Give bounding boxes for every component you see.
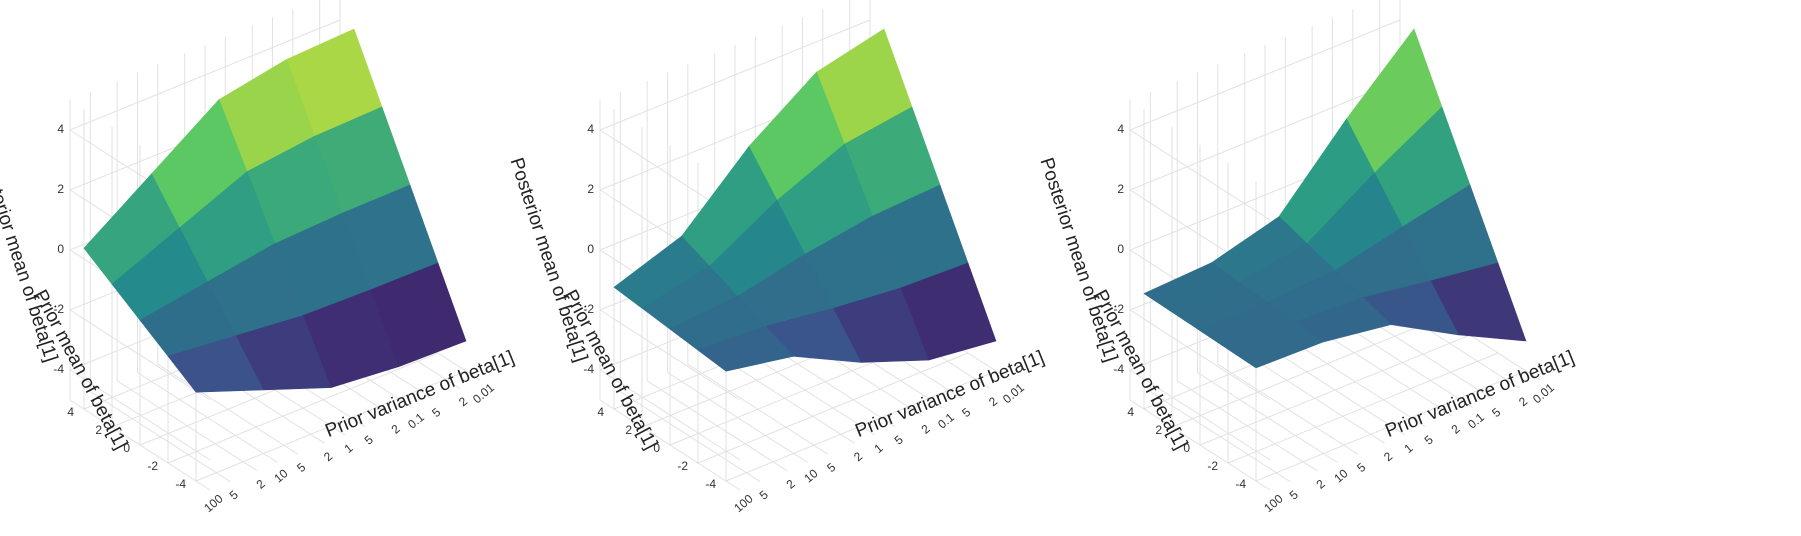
y-tick-label: 4 — [597, 405, 604, 419]
x-tick-label: 2 — [1381, 449, 1395, 464]
y-tick-label: -4 — [175, 477, 186, 491]
y-axis-title: Prior mean of beta[1] — [30, 287, 132, 454]
surface-chart: 0.01250.1251251025100-4-2024-4-2024Poste… — [506, 0, 1047, 515]
x-tick-label: 5 — [892, 432, 906, 447]
y-tick-label: 0 — [123, 441, 130, 455]
x-tick-label: 0.1 — [1465, 410, 1487, 432]
x-tick-label: 2 — [1314, 476, 1328, 491]
z-tick-label: 0 — [587, 242, 594, 256]
grid-line — [1227, 352, 1499, 464]
z-tick-label: 2 — [1117, 182, 1124, 196]
z-tick-label: -2 — [1113, 302, 1124, 316]
y-tick-label: 0 — [653, 441, 660, 455]
x-tick-label: 2 — [456, 394, 470, 409]
x-tick-label: 2 — [1449, 421, 1463, 436]
grid-line — [599, 19, 871, 131]
y-tick-label: 2 — [1155, 423, 1162, 437]
y-tick-label: -4 — [705, 477, 716, 491]
x-tick-label: 0.01 — [1000, 380, 1027, 406]
x-tick-label: 2 — [919, 421, 933, 436]
grid-line — [1129, 19, 1401, 131]
grid-line — [195, 370, 467, 482]
grid-line — [167, 352, 439, 464]
grid-line — [1129, 79, 1401, 191]
x-tick-label: 10 — [271, 466, 290, 486]
surface-patch — [167, 335, 264, 393]
x-tick-label: 2 — [254, 476, 268, 491]
z-tick-label: 0 — [1117, 242, 1124, 256]
y-tick-label: 0 — [1183, 441, 1190, 455]
x-tick-label: 5 — [1354, 460, 1368, 475]
x-tick-label: 2 — [1516, 394, 1530, 409]
y-tick-label: -2 — [1207, 459, 1218, 473]
x-tick-label: 1 — [1401, 441, 1415, 456]
z-tick-label: 4 — [57, 122, 64, 136]
grid-line — [599, 309, 741, 401]
y-tick-label: 2 — [625, 423, 632, 437]
y-tick-label: 2 — [95, 423, 102, 437]
grid-line — [1129, 129, 1271, 221]
x-tick-label: 0.01 — [470, 380, 497, 406]
x-tick-label: 5 — [959, 405, 973, 420]
z-axis-title: Posterior mean of beta[1] — [1036, 155, 1122, 364]
grid-line — [697, 352, 969, 464]
x-tick-label: 100 — [1261, 491, 1286, 515]
grid-line — [69, 369, 211, 461]
z-tick-label: -4 — [53, 362, 64, 376]
grid-line — [1171, 316, 1443, 428]
grid-line — [725, 370, 997, 482]
y-tick-label: -4 — [1235, 477, 1246, 491]
y-tick-label: 4 — [67, 405, 74, 419]
x-tick-label: 0.01 — [1530, 380, 1557, 406]
grid-line — [69, 19, 341, 131]
x-tick-label: 2 — [389, 421, 403, 436]
surface-chart: 0.01250.1251251025100-4-2024-4-2024Poste… — [1036, 0, 1577, 515]
x-tick-label: 5 — [757, 487, 771, 502]
x-tick-label: 100 — [201, 491, 226, 515]
x-tick-label: 2 — [986, 394, 1000, 409]
x-tick-label: 5 — [824, 460, 838, 475]
x-tick-label: 1 — [871, 441, 885, 456]
x-tick-label: 1 — [341, 441, 355, 456]
z-tick-label: -2 — [53, 302, 64, 316]
x-tick-label: 2 — [321, 449, 335, 464]
z-tick-label: 2 — [587, 182, 594, 196]
x-tick-label: 10 — [1331, 466, 1350, 486]
x-tick-label: 5 — [1422, 432, 1436, 447]
x-tick-label: 5 — [1489, 405, 1503, 420]
surface-patch — [697, 325, 795, 372]
z-tick-label: -4 — [583, 362, 594, 376]
y-tick-label: -2 — [147, 459, 158, 473]
x-tick-label: 0.1 — [405, 410, 427, 432]
x-tick-label: 2 — [784, 476, 798, 491]
z-tick-label: 2 — [57, 182, 64, 196]
x-tick-label: 5 — [294, 460, 308, 475]
z-axis-title: Posterior mean of beta[1] — [506, 155, 592, 364]
grid-line — [1129, 369, 1271, 461]
x-tick-label: 10 — [801, 466, 820, 486]
z-tick-label: 4 — [587, 122, 594, 136]
y-tick-label: -2 — [677, 459, 688, 473]
grid-line — [69, 309, 211, 401]
x-tick-label: 5 — [429, 405, 443, 420]
grid-line — [1255, 370, 1527, 482]
grid-line — [599, 369, 741, 461]
z-tick-label: -4 — [1113, 362, 1124, 376]
x-tick-label: 100 — [731, 491, 756, 515]
x-tick-label: 5 — [1287, 487, 1301, 502]
x-tick-label: 2 — [851, 449, 865, 464]
surface-chart: 0.01250.1251251025100-4-2024-4-2024Poste… — [0, 0, 517, 515]
grid-line — [1199, 334, 1471, 446]
x-tick-label: 5 — [362, 432, 376, 447]
z-tick-label: 4 — [1117, 122, 1124, 136]
x-tick-label: 5 — [227, 487, 241, 502]
z-tick-label: -2 — [583, 302, 594, 316]
z-tick-label: 0 — [57, 242, 64, 256]
y-tick-label: 4 — [1127, 405, 1134, 419]
x-tick-label: 0.1 — [935, 410, 957, 432]
surface-patch — [1227, 321, 1325, 369]
grid-line — [1129, 309, 1271, 401]
